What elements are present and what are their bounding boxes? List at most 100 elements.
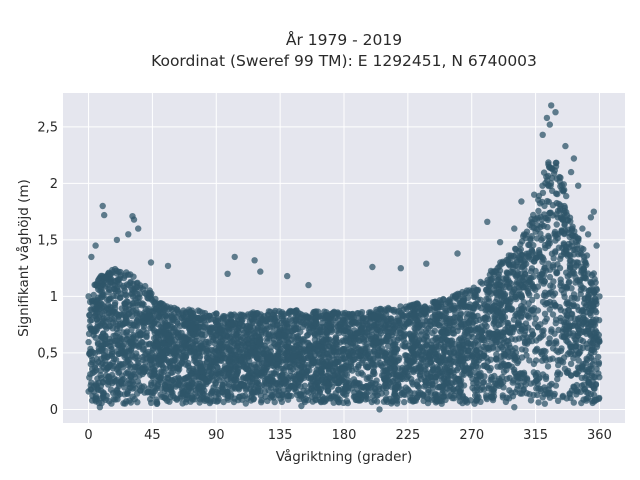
data-point <box>366 374 373 382</box>
data-point <box>117 378 125 386</box>
data-point <box>341 345 348 353</box>
data-point <box>429 351 436 358</box>
data-point <box>491 380 499 387</box>
data-point <box>316 389 324 396</box>
data-point <box>389 377 397 385</box>
data-point <box>337 339 344 346</box>
data-point <box>476 316 483 324</box>
data-point <box>579 306 586 314</box>
data-point <box>368 324 375 331</box>
data-point <box>157 374 164 381</box>
data-point <box>497 301 504 308</box>
data-point <box>529 249 536 256</box>
data-point <box>214 321 221 328</box>
data-point <box>545 161 552 168</box>
data-point <box>386 365 393 372</box>
data-point <box>595 336 603 343</box>
data-point <box>162 313 170 320</box>
data-point <box>567 360 575 367</box>
data-point <box>295 357 303 364</box>
data-point <box>206 368 213 375</box>
data-point <box>121 300 129 307</box>
data-point <box>147 324 154 332</box>
data-point <box>580 381 587 388</box>
data-point <box>542 267 550 274</box>
data-point <box>355 337 362 344</box>
data-point <box>524 334 531 341</box>
data-point <box>553 221 560 228</box>
data-point <box>395 381 402 388</box>
data-point <box>271 398 278 406</box>
data-point <box>574 371 581 378</box>
data-point <box>138 384 146 391</box>
data-point <box>556 264 564 272</box>
data-point <box>239 326 246 333</box>
data-point <box>251 332 259 339</box>
data-point <box>114 396 121 403</box>
data-point <box>412 397 419 404</box>
data-point <box>90 388 98 395</box>
data-point <box>568 294 575 302</box>
data-point <box>564 338 571 345</box>
data-point <box>549 311 557 318</box>
data-point <box>142 366 149 373</box>
data-point <box>561 207 568 214</box>
data-point <box>456 290 463 298</box>
data-point <box>205 375 212 382</box>
data-point <box>117 268 124 276</box>
data-point <box>117 361 125 369</box>
data-point <box>595 353 602 361</box>
data-point <box>580 267 588 274</box>
data-point <box>168 378 175 385</box>
data-point <box>108 310 115 317</box>
data-point <box>344 341 351 348</box>
data-point <box>355 346 362 353</box>
data-point <box>433 341 440 348</box>
data-point <box>428 368 435 376</box>
data-point <box>324 372 331 380</box>
data-point <box>335 386 342 393</box>
data-point <box>559 392 567 400</box>
data-point <box>117 294 124 301</box>
data-point <box>310 373 318 380</box>
data-point <box>555 200 563 208</box>
data-point <box>161 384 169 391</box>
data-point <box>572 238 580 245</box>
data-point <box>154 381 161 388</box>
data-point <box>244 313 251 320</box>
data-point <box>568 242 575 250</box>
data-point <box>442 365 449 372</box>
data-point <box>216 352 223 359</box>
data-point <box>546 306 553 313</box>
data-point <box>410 344 418 351</box>
data-point <box>498 282 506 290</box>
data-point <box>188 394 196 401</box>
data-point <box>95 345 103 352</box>
data-point <box>514 386 521 393</box>
data-point <box>88 316 95 324</box>
data-point <box>509 265 517 272</box>
data-point <box>232 357 239 365</box>
data-point <box>546 394 554 401</box>
data-point <box>401 398 408 406</box>
data-point <box>436 322 443 329</box>
data-point <box>582 328 590 335</box>
data-point <box>288 327 295 335</box>
data-point <box>445 297 452 304</box>
data-point <box>493 351 500 358</box>
data-point <box>102 283 109 290</box>
data-point <box>453 359 460 366</box>
data-point <box>150 298 157 306</box>
data-point <box>448 379 455 386</box>
data-point <box>540 169 548 176</box>
data-point <box>236 348 244 355</box>
data-point <box>285 339 292 346</box>
data-point <box>229 385 236 392</box>
data-point <box>182 375 189 382</box>
data-point <box>537 230 544 237</box>
data-point <box>402 384 410 391</box>
data-point <box>567 315 574 322</box>
data-point <box>335 329 343 337</box>
data-point <box>273 314 280 322</box>
data-point <box>460 371 467 379</box>
